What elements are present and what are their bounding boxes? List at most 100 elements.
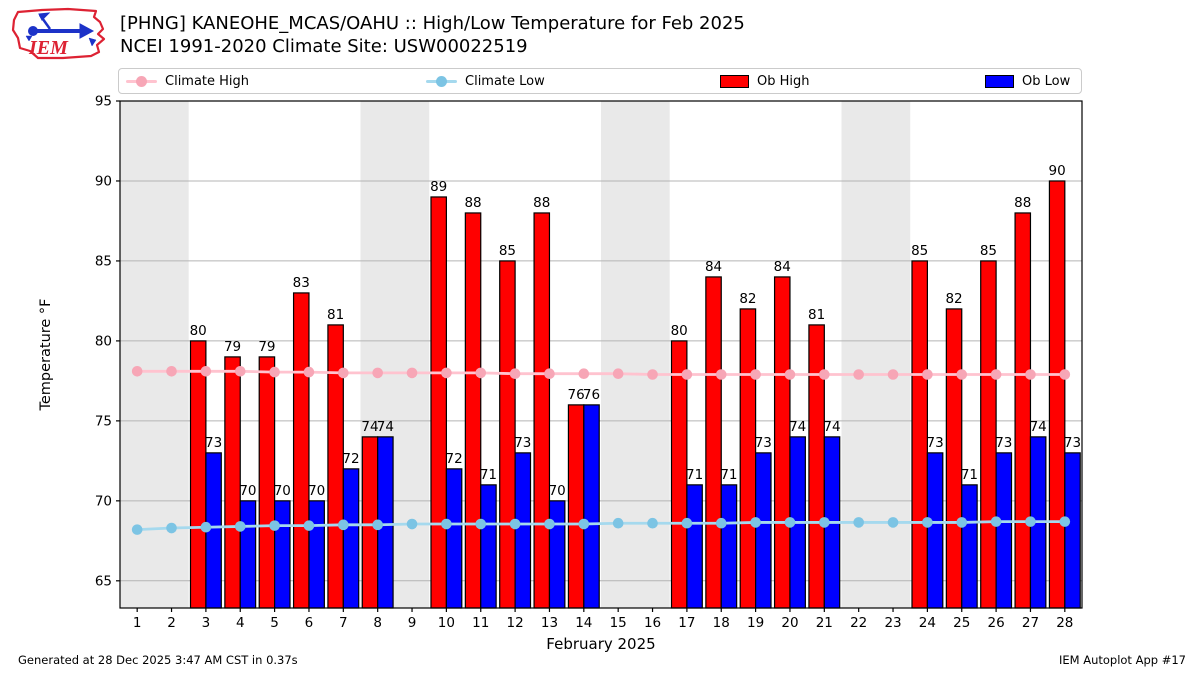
- climate-high-marker: [853, 369, 864, 380]
- x-tick-label: 16: [644, 615, 661, 631]
- ob-low-value-label: 71: [686, 467, 703, 483]
- x-tick-label: 21: [816, 615, 833, 631]
- y-tick-label: 65: [95, 573, 112, 589]
- ob-high-value-label: 89: [430, 179, 447, 195]
- climate-low-marker: [784, 517, 796, 528]
- x-tick-label: 23: [884, 615, 901, 631]
- ob-low-value-label: 71: [480, 467, 497, 483]
- climate-high-marker: [784, 369, 796, 380]
- y-tick-label: 70: [95, 493, 112, 509]
- ob-low-value-label: 73: [755, 435, 772, 451]
- weekend-band: [120, 101, 189, 608]
- ob-low-bar: [961, 484, 978, 609]
- x-tick-label: 12: [507, 615, 524, 631]
- ob-low-bar: [480, 484, 497, 609]
- ob-low-value-label: 74: [823, 419, 840, 435]
- climate-high-marker: [269, 366, 280, 378]
- climate-low-marker: [234, 521, 246, 532]
- climate-low-marker: [681, 517, 693, 529]
- climate-high-line: [137, 369, 1065, 376]
- ob-high-bar: [499, 260, 516, 609]
- ob-high-bar: [189, 340, 207, 609]
- ob-low-value-label: 74: [377, 419, 394, 435]
- climate-low-marker: [200, 521, 212, 533]
- ob-high-bar: [567, 404, 585, 609]
- x-tick-label: 6: [305, 615, 314, 631]
- climate-low-marker: [441, 518, 452, 530]
- climate-low-marker: [578, 518, 590, 530]
- climate-high-marker: [922, 369, 933, 380]
- ob-high-value-label: 85: [499, 243, 516, 259]
- x-tick-label: 3: [202, 615, 211, 631]
- ob-low-bar: [548, 500, 566, 609]
- ob-low-value-label: 70: [549, 483, 566, 499]
- ob-low-value-label: 72: [445, 451, 462, 467]
- ob-high-bar: [739, 308, 757, 609]
- legend-item-ob-low: Ob Low: [985, 69, 1070, 93]
- ob-high-value-label: 80: [671, 323, 688, 339]
- ob-high-value-label: 88: [1014, 195, 1031, 211]
- ob-low-bar: [926, 452, 944, 609]
- ob-high-bar: [430, 196, 447, 609]
- ob-high-value-label: 81: [327, 307, 344, 323]
- x-tick-label: 24: [919, 615, 936, 631]
- ob-high-value-label: 84: [705, 259, 722, 275]
- x-tick-label: 9: [408, 615, 417, 631]
- ob-high-value-label: 74: [361, 419, 378, 435]
- x-tick-label: 19: [747, 615, 764, 631]
- app-credit-text: IEM Autoplot App #17: [1058, 653, 1186, 667]
- iowa-outline-icon: [11, 7, 106, 60]
- climate-high-marker: [887, 369, 899, 380]
- weekend-band: [841, 101, 911, 608]
- ob-low-value-label: 71: [961, 467, 978, 483]
- climate-low-marker: [338, 519, 349, 531]
- ob-low-value-label: 71: [720, 467, 737, 483]
- x-tick-label: 25: [953, 615, 970, 631]
- ob-high-value-label: 85: [911, 243, 928, 259]
- x-tick-label: 17: [678, 615, 695, 631]
- ob-high-bar: [705, 276, 722, 609]
- legend-item-climate-high: Climate High: [126, 69, 249, 93]
- legend-label: Climate High: [165, 73, 250, 89]
- climate-low-marker: [406, 518, 418, 530]
- ob-high-value-label: 79: [258, 339, 275, 355]
- climate-high-marker: [406, 367, 418, 379]
- iem-logo: IEM: [11, 7, 106, 60]
- ob-high-bar: [327, 324, 344, 609]
- weekend-band: [601, 101, 670, 608]
- climate-high-marker: [544, 368, 555, 379]
- ob-low-bar: [239, 500, 257, 609]
- ob-high-bar: [808, 324, 825, 609]
- ob-high-bar: [224, 356, 241, 609]
- climate-high-marker: [612, 368, 624, 379]
- ob-low-value-label: 70: [274, 483, 291, 499]
- climate-high-marker: [1059, 369, 1071, 380]
- climate-low-marker: [1025, 516, 1036, 527]
- x-tick-label: 27: [1022, 615, 1039, 631]
- ob-low-value-label: 72: [342, 451, 359, 467]
- legend-label: Climate Low: [465, 73, 545, 89]
- ob-high-value-label: 79: [224, 339, 241, 355]
- ob-high-bar: [911, 260, 928, 609]
- ob-high-value-label: 76: [568, 387, 585, 403]
- ob-low-bar: [342, 468, 360, 609]
- ob-high-value-label: 83: [293, 275, 310, 291]
- ob-high-bar: [670, 340, 688, 609]
- ob-high-bar: [464, 212, 482, 609]
- climate-low-marker: [612, 517, 624, 529]
- ob-high-bar: [258, 356, 276, 609]
- climate-low-marker: [475, 518, 487, 530]
- ob-low-value-label: 73: [205, 435, 222, 451]
- x-tick-label: 20: [781, 615, 798, 631]
- y-tick-label: 90: [95, 173, 112, 189]
- climate-low-marker: [990, 516, 1002, 527]
- x-tick-label: 8: [373, 615, 382, 631]
- climate-low-marker: [544, 518, 555, 530]
- generated-at-text: Generated at 28 Dec 2025 3:47 AM CST in …: [18, 653, 298, 667]
- x-tick-label: 5: [270, 615, 279, 631]
- ob-high-value-label: 81: [808, 307, 825, 323]
- climate-high-marker: [1025, 369, 1036, 380]
- climate-high-marker: [372, 367, 383, 379]
- ob-low-bar: [686, 484, 703, 609]
